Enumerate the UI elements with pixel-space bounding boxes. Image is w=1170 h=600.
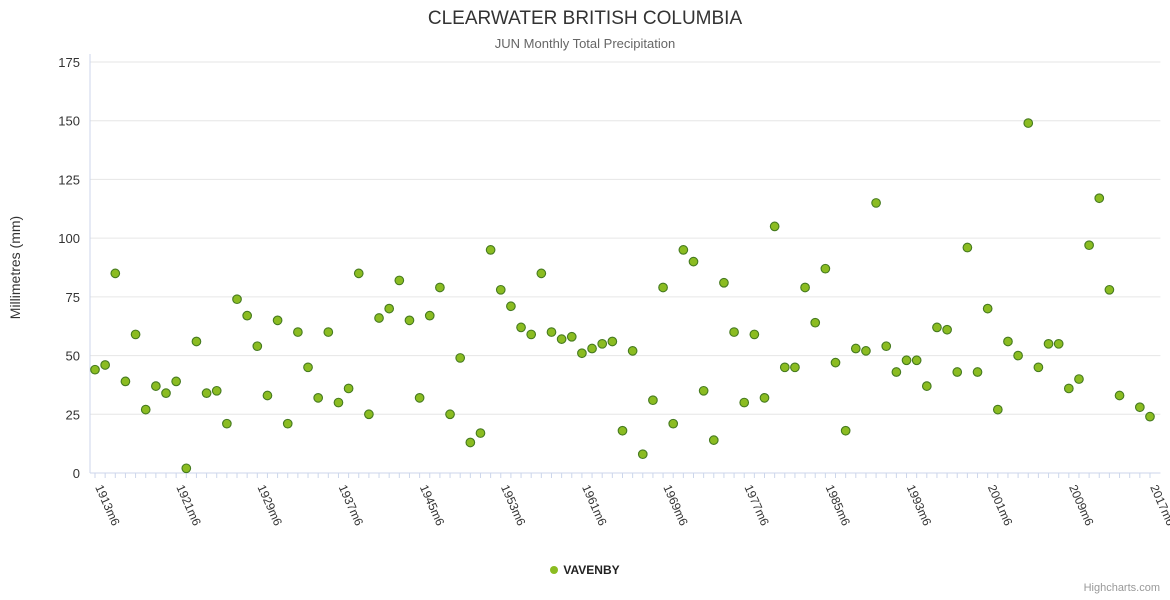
svg-text:175: 175 [58, 55, 80, 70]
svg-text:2017m6: 2017m6 [1147, 483, 1170, 529]
svg-text:1969m6: 1969m6 [660, 483, 691, 529]
svg-text:1921m6: 1921m6 [173, 483, 204, 529]
svg-text:1961m6: 1961m6 [579, 483, 610, 529]
svg-text:1985m6: 1985m6 [823, 483, 854, 529]
svg-text:125: 125 [58, 172, 80, 187]
svg-text:25: 25 [66, 407, 80, 422]
svg-text:100: 100 [58, 231, 80, 246]
svg-text:1945m6: 1945m6 [417, 483, 448, 529]
svg-text:50: 50 [66, 349, 80, 364]
svg-text:1929m6: 1929m6 [255, 483, 286, 529]
svg-text:1937m6: 1937m6 [336, 483, 367, 529]
svg-text:0: 0 [73, 466, 80, 481]
svg-text:2001m6: 2001m6 [985, 483, 1016, 529]
svg-text:Millimetres (mm): Millimetres (mm) [7, 216, 23, 319]
svg-text:75: 75 [66, 290, 80, 305]
svg-text:2009m6: 2009m6 [1066, 483, 1097, 529]
svg-text:1993m6: 1993m6 [904, 483, 935, 529]
svg-text:1977m6: 1977m6 [741, 483, 772, 529]
svg-text:150: 150 [58, 114, 80, 129]
svg-text:1913m6: 1913m6 [92, 483, 123, 529]
svg-text:1953m6: 1953m6 [498, 483, 529, 529]
